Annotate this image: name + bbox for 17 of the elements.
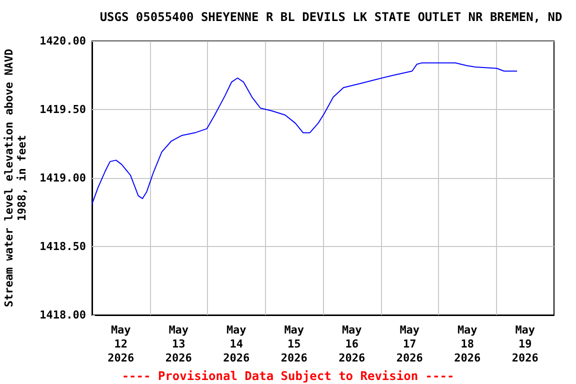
chart-title: USGS 05055400 SHEYENNE R BL DEVILS LK STATE OUTLET NR BREMEN, ND [100,10,562,24]
line-series [92,62,518,205]
y-tick-label: 1419.00 [40,172,86,184]
y-axis-title: Stream water level elevation above NAVD 1988, in feet [2,48,29,308]
x-tick-label: May 12 2026 [108,324,134,364]
x-tick-label: May 19 2026 [512,324,539,364]
y-tick-label: 1420.00 [40,34,86,48]
text: ---- Provisional Data Subject to Revision ---- [122,369,454,383]
x-tick-label: May 18 2026 [454,324,481,364]
y-tick-label: 1419.50 [40,103,86,116]
x-tick-label: May 13 2026 [165,324,192,364]
x-tick-label: May 17 2026 [396,324,424,364]
x-tick-label: May 15 2026 [280,324,308,364]
x-tick-label: May 14 2026 [223,324,250,364]
y-tick-label: 1418.00 [40,308,86,322]
x-tick-label: May 16 2026 [338,324,366,364]
y-tick-label: 1418.50 [40,240,86,253]
